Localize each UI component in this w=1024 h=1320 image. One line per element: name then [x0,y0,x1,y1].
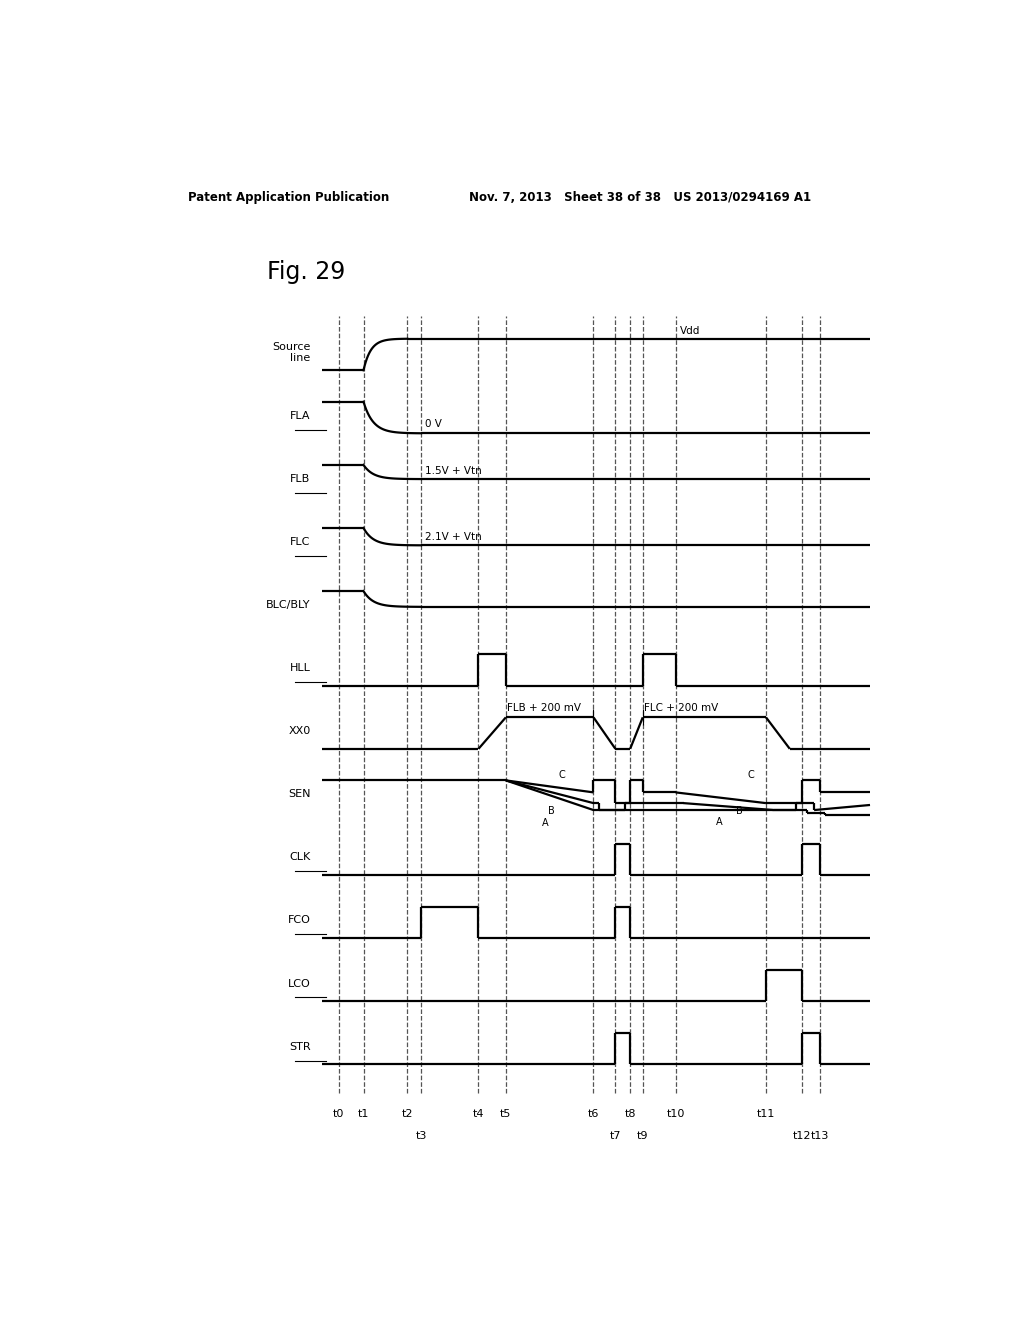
Text: XX0: XX0 [289,726,310,737]
Text: 2.1V + Vtn: 2.1V + Vtn [425,532,481,543]
Text: A: A [543,818,549,828]
Text: t7: t7 [609,1131,622,1140]
Text: FCO: FCO [288,916,310,925]
Text: t10: t10 [667,1109,685,1119]
Text: t3: t3 [416,1131,427,1140]
Text: STR: STR [289,1041,310,1052]
Text: Fig. 29: Fig. 29 [267,260,345,284]
Text: SEN: SEN [288,789,310,800]
Text: t6: t6 [588,1109,599,1119]
Text: CLK: CLK [289,853,310,862]
Text: Source
line: Source line [272,342,310,363]
Text: t2: t2 [401,1109,413,1119]
Text: Nov. 7, 2013   Sheet 38 of 38   US 2013/0294169 A1: Nov. 7, 2013 Sheet 38 of 38 US 2013/0294… [469,190,811,203]
Text: t12: t12 [793,1131,811,1140]
Text: B: B [548,807,555,816]
Text: BLC/BLY: BLC/BLY [266,601,310,610]
Text: HLL: HLL [290,663,310,673]
Text: 1.5V + Vtn: 1.5V + Vtn [425,466,481,477]
Text: 0 V: 0 V [425,420,441,429]
Text: t5: t5 [500,1109,512,1119]
Text: B: B [736,807,742,816]
Text: t11: t11 [757,1109,775,1119]
Text: C: C [558,770,565,780]
Text: t9: t9 [637,1131,648,1140]
Text: FLC + 200 mV: FLC + 200 mV [644,704,719,713]
Text: FLB + 200 mV: FLB + 200 mV [508,704,582,713]
Text: t8: t8 [625,1109,636,1119]
Text: FLB: FLB [290,474,310,483]
Text: C: C [748,770,755,780]
Text: FLC: FLC [290,537,310,546]
Text: t4: t4 [473,1109,484,1119]
Text: LCO: LCO [288,978,310,989]
Text: A: A [716,817,723,828]
Text: Vdd: Vdd [680,326,700,335]
Text: FLA: FLA [290,411,310,421]
Text: Patent Application Publication: Patent Application Publication [187,190,389,203]
Text: t1: t1 [357,1109,370,1119]
Text: t13: t13 [810,1131,828,1140]
Text: t0: t0 [333,1109,344,1119]
